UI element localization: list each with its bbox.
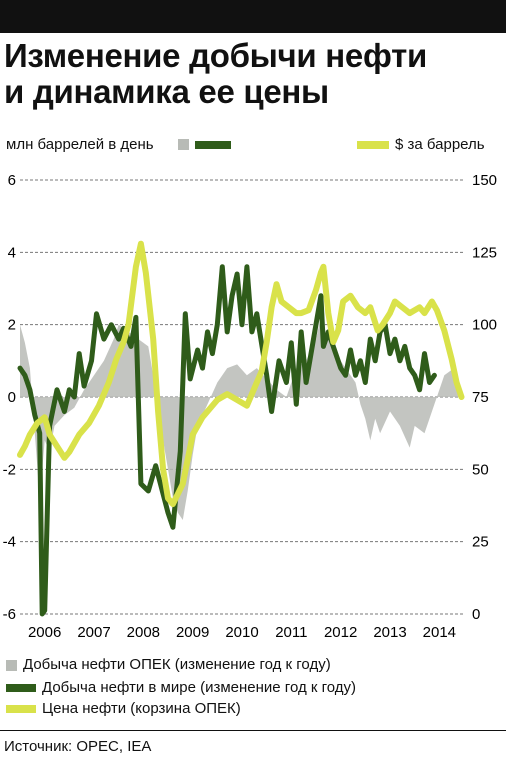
source-note: Источник: OPEC, IEA: [4, 738, 152, 755]
legend-price: Цена нефти (корзина ОПЕК): [6, 700, 241, 718]
x-tick-label: 2014: [423, 624, 456, 641]
title-line-2: и динамика ее цены: [4, 73, 329, 110]
title-line-1: Изменение добычи нефти: [4, 37, 427, 74]
series-opec-area: [20, 317, 460, 520]
tick-labels: -6 0 -4 25 -2 50 0 75 2 100 4 125 6 150 2006 2007 2008 20…: [3, 172, 497, 641]
legend-opec-marker: [6, 659, 17, 671]
left-tick-label: 2: [8, 317, 16, 334]
world-swatch: [195, 141, 231, 149]
left-tick-label: -4: [3, 534, 16, 551]
series-layer: [17, 240, 465, 617]
right-tick-label: 125: [472, 244, 497, 261]
top-black-bar: [0, 0, 506, 33]
x-tick-label: 2009: [176, 624, 209, 641]
legend-price-label: Цена нефти (корзина ОПЕК): [42, 700, 241, 717]
x-tick-label: 2013: [373, 624, 406, 641]
x-tick-label: 2011: [275, 624, 307, 641]
opec-swatch: [178, 139, 189, 150]
right-tick-label: 25: [472, 534, 489, 551]
right-tick-label: 0: [472, 606, 480, 623]
chart-title: Изменение добычи нефти и динамика ее цен…: [4, 38, 499, 110]
x-tick-label: 2007: [77, 624, 110, 641]
legend-world-marker: [6, 684, 36, 693]
x-tick-label: 2006: [28, 624, 61, 641]
left-tick-label: 4: [8, 244, 16, 261]
footer-rule: [0, 730, 506, 731]
right-tick-label: 50: [472, 461, 489, 478]
left-axis-label: млн баррелей в день: [6, 136, 154, 153]
x-tick-label: 2010: [225, 624, 258, 641]
legend-opec: Добыча нефти ОПЕК (изменение год к году): [6, 656, 331, 674]
left-tick-label: 0: [8, 389, 16, 406]
legend-world-label: Добыча нефти в мире (изменение год к год…: [42, 679, 357, 696]
left-tick-label: -2: [3, 461, 16, 478]
x-tick-label: 2012: [324, 624, 357, 641]
legend-price-marker: [6, 705, 36, 714]
right-axis-label: $ за баррель: [395, 136, 485, 153]
left-tick-label: 6: [8, 172, 16, 189]
legend-world: Добыча нефти в мире (изменение год к год…: [6, 679, 356, 697]
series-world-line: [17, 264, 437, 617]
right-tick-label: 100: [472, 317, 497, 334]
right-tick-label: 75: [472, 389, 489, 406]
right-tick-label: 150: [472, 172, 497, 189]
price-swatch: [357, 141, 389, 149]
x-tick-label: 2008: [127, 624, 160, 641]
legend-opec-label: Добыча нефти ОПЕК (изменение год к году): [23, 656, 331, 673]
series-price-line: [17, 240, 465, 508]
chart-canvas: -6 0 -4 25 -2 50 0 75 2 100 4 125 6 150 2006 2007 2008 20…: [3, 172, 497, 641]
left-tick-label: -6: [3, 606, 16, 623]
